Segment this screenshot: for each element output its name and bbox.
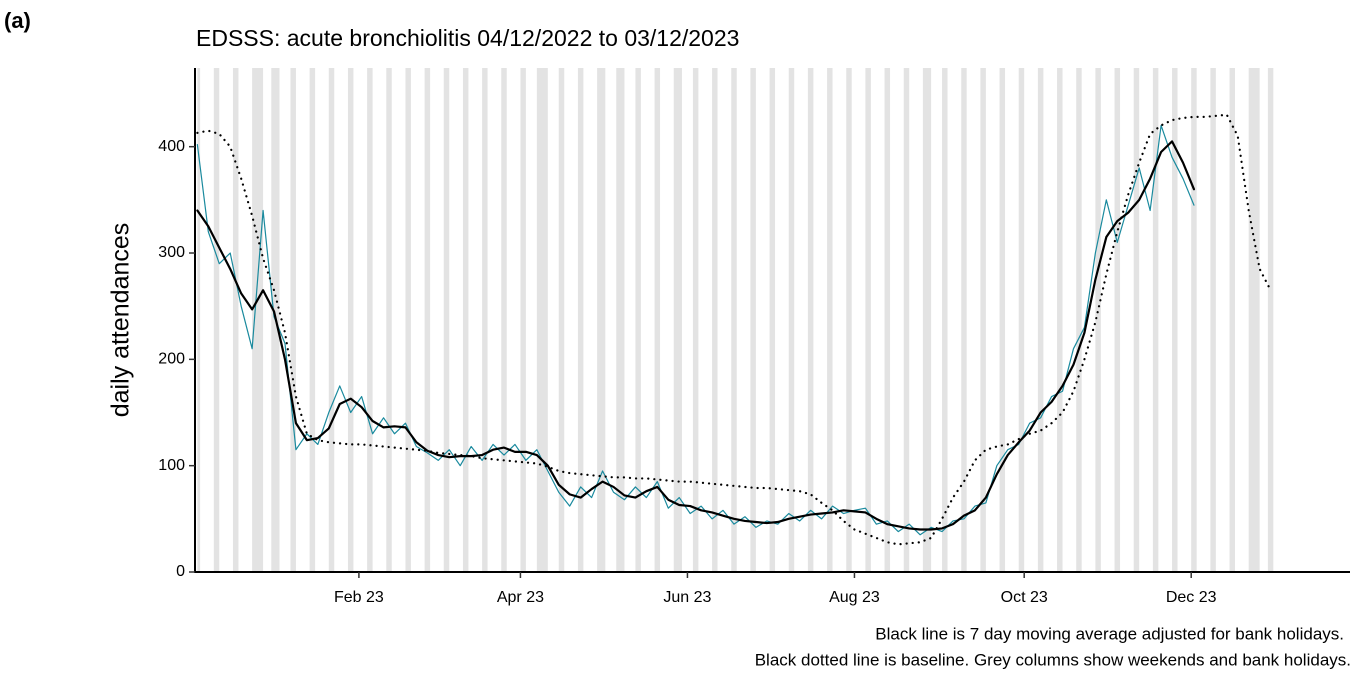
line-series [196, 124, 1195, 536]
shaded-column [1076, 68, 1082, 572]
shaded-column [462, 68, 469, 572]
shaded-column [1267, 68, 1274, 572]
shaded-column [347, 68, 354, 572]
shaded-columns [197, 68, 1274, 572]
axes: 0 100 200 300 400 Feb 23 Apr 23 Jun 23 Aug 23 Oct… [158, 68, 1350, 606]
shaded-column [328, 68, 335, 572]
shaded-column [1057, 68, 1063, 572]
x-tick-label: Oct 23 [1001, 589, 1048, 606]
line-series [196, 113, 1272, 546]
x-tick-label: Apr 23 [497, 589, 544, 606]
shaded-column [597, 68, 606, 572]
line-series [196, 140, 1196, 531]
shaded-column [769, 68, 776, 572]
shaded-column [616, 68, 625, 572]
y-tick-label: 400 [158, 138, 185, 155]
y-tick-label: 200 [158, 351, 185, 368]
shaded-column [942, 68, 948, 572]
chart-title: EDSSS: acute bronchiolitis 04/12/2022 to… [196, 25, 739, 51]
panel-label: (a) [4, 8, 31, 33]
shaded-column [673, 68, 682, 572]
y-axis-label: daily attendances [107, 223, 135, 418]
shaded-column [558, 68, 565, 572]
shaded-column [922, 68, 932, 572]
shaded-column [252, 68, 264, 572]
shaded-column [232, 68, 239, 572]
shaded-column [807, 68, 814, 572]
shaded-column [309, 68, 316, 572]
shaded-column [846, 68, 852, 572]
shaded-column [1210, 68, 1216, 572]
note: Black line is 7 day moving average adjus… [875, 624, 1344, 643]
shaded-column [750, 68, 756, 572]
shaded-column [731, 68, 737, 572]
shaded-column [692, 68, 699, 572]
y-tick-label: 300 [158, 244, 185, 261]
shaded-column [386, 68, 392, 572]
shaded-column [1152, 68, 1159, 572]
shaded-column [999, 68, 1006, 572]
x-tick-label: Dec 23 [1166, 589, 1217, 606]
shaded-column [520, 68, 526, 572]
shaded-column [903, 68, 910, 572]
shaded-column [1229, 68, 1236, 572]
lines [196, 113, 1272, 546]
shaded-column [788, 68, 795, 572]
shaded-column [1095, 68, 1101, 572]
shaded-column [1114, 68, 1121, 572]
shaded-column [1018, 68, 1025, 572]
shaded-column [635, 68, 641, 572]
shaded-column [1191, 68, 1197, 572]
shaded-column [405, 68, 411, 572]
shaded-column [1133, 68, 1140, 572]
note: Black dotted line is baseline. Grey colu… [755, 650, 1351, 669]
shaded-column [501, 68, 507, 572]
x-tick-label: Feb 23 [334, 589, 384, 606]
shaded-column [980, 68, 986, 572]
shaded-column [1172, 68, 1178, 572]
shaded-column [367, 68, 373, 572]
shaded-column [884, 68, 891, 572]
shaded-column [197, 68, 201, 572]
shaded-column [443, 68, 450, 572]
shaded-column [1037, 68, 1044, 572]
shaded-column [1248, 68, 1260, 572]
shaded-column [290, 68, 296, 572]
y-tick-label: 0 [176, 563, 185, 580]
x-tick-label: Jun 23 [663, 589, 711, 606]
shaded-column [712, 68, 718, 572]
shaded-column [536, 68, 548, 572]
shaded-column [654, 68, 661, 572]
shaded-column [961, 68, 967, 572]
shaded-column [577, 68, 584, 572]
shaded-column [482, 68, 488, 572]
shaded-column [213, 68, 220, 572]
shaded-column [424, 68, 431, 572]
x-tick-label: Aug 23 [829, 589, 880, 606]
shaded-column [827, 68, 833, 572]
y-tick-label: 100 [158, 457, 185, 474]
shaded-column [865, 68, 871, 572]
